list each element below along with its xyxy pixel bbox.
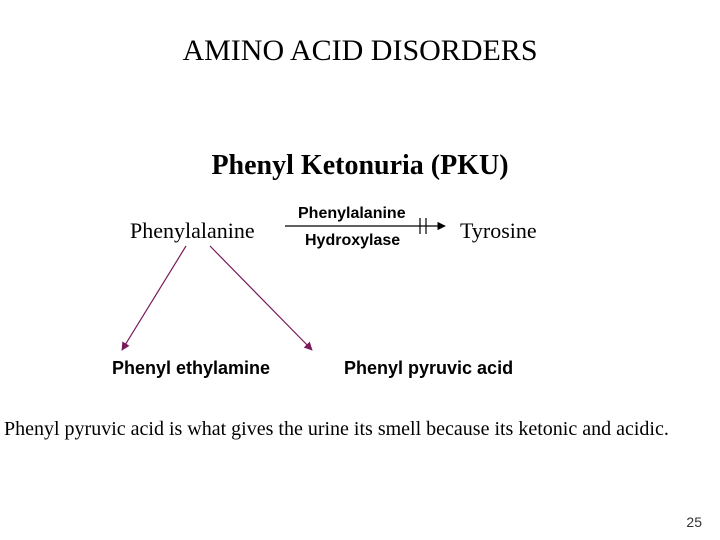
arrow-layer xyxy=(0,0,720,540)
arrow-to-phenyl-ethylamine xyxy=(122,246,186,350)
enzyme-label-line2: Hydroxylase xyxy=(305,232,400,250)
page-title: AMINO ACID DISORDERS xyxy=(0,34,720,68)
node-phenyl-pyruvic-acid: Phenyl pyruvic acid xyxy=(344,358,513,379)
caption-text: Phenyl pyruvic acid is what gives the ur… xyxy=(4,418,716,441)
node-phenyl-ethylamine: Phenyl ethylamine xyxy=(112,358,270,379)
page-number: 25 xyxy=(686,514,702,530)
subtitle: Phenyl Ketonuria (PKU) xyxy=(0,150,720,182)
node-tyrosine: Tyrosine xyxy=(460,218,537,244)
arrow-to-phenyl-pyruvic-acid xyxy=(210,246,312,350)
node-phenylalanine: Phenylalanine xyxy=(130,218,255,244)
enzyme-label-line1: Phenylalanine xyxy=(298,205,406,223)
